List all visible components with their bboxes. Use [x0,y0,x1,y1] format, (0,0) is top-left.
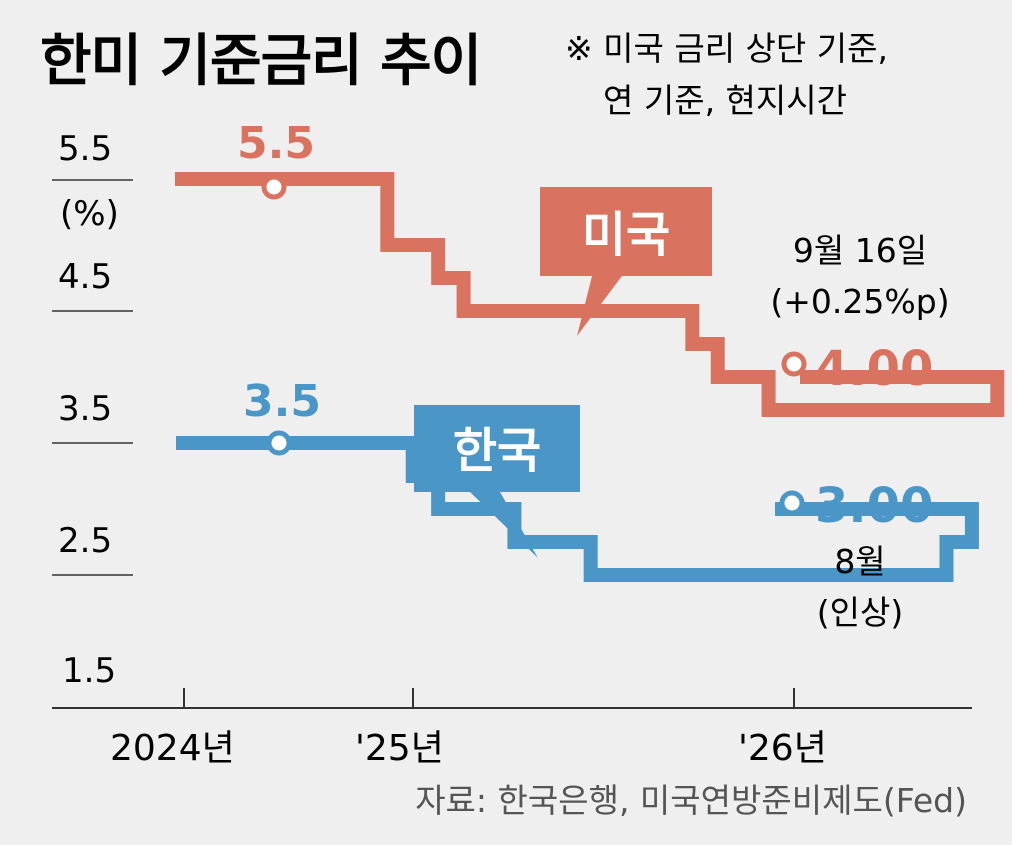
y-axis: 5.5 (%) 4.5 3.5 2.5 1.5 [52,129,133,691]
chart-title: 한미 기준금리 추이 [40,29,481,94]
korea-end-value: 3.00 [815,478,933,534]
x-tick-label: '25년 [355,728,444,769]
source-note: 자료: 한국은행, 미국연방준비제도(Fed) [415,781,967,820]
y-tick-label: 3.5 [58,389,112,429]
korea-annotation-change: (인상) [817,593,903,632]
y-tick-label: 5.5 [58,129,112,169]
y-unit-label: (%) [60,194,119,234]
y-tick-label: 1.5 [62,651,116,691]
x-tick-label: '26년 [738,728,827,769]
us-rate-line [175,172,1005,417]
korea-start-marker [266,430,292,456]
us-start-marker [261,174,287,200]
us-end-value: 4.00 [815,341,933,397]
korea-start-value: 3.5 [243,376,321,427]
korea-callout-label: 한국 [453,423,541,479]
note-line2: 연 기준, 현지시간 [603,81,847,120]
us-callout-box [540,187,712,336]
y-tick-label: 2.5 [58,521,112,561]
us-callout-label: 미국 [582,207,670,263]
us-end-marker [781,351,807,377]
us-annotation-date: 9월 16일 [793,231,927,270]
us-annotation-change: (+0.25%p) [770,282,949,321]
x-tick-label: 2024년 [110,728,235,769]
note-line1: ※ 미국 금리 상단 기준, [565,29,888,68]
korea-callout-box [414,405,580,558]
us-start-value: 5.5 [237,118,315,169]
korea-callout: 한국 [414,405,580,558]
korea-annotation-month: 8월 [834,542,885,581]
korea-end-marker [779,490,805,516]
us-callout: 미국 [540,187,712,336]
y-tick-label: 4.5 [58,257,112,297]
